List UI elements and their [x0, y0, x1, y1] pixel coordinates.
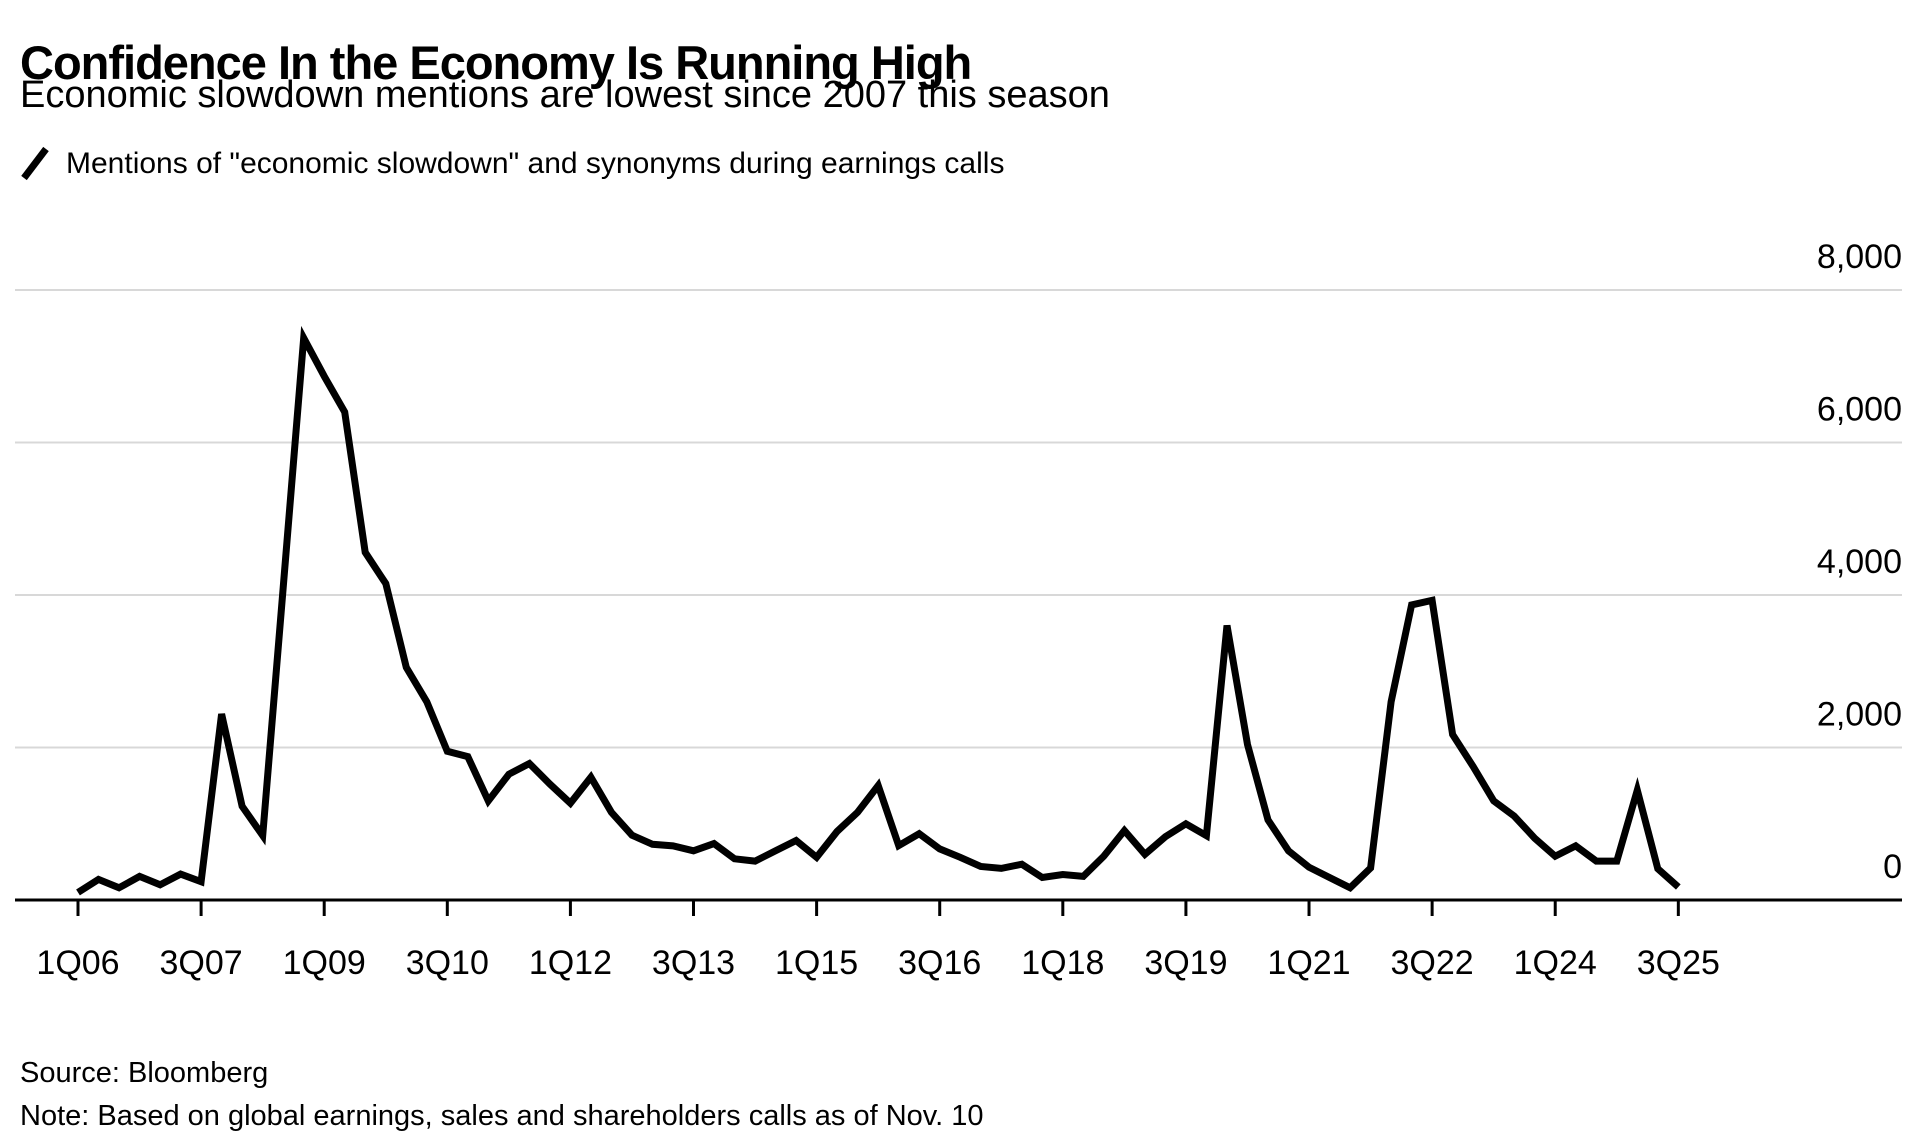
x-axis-label: 3Q22: [1391, 944, 1474, 982]
y-axis-label: 2,000: [1817, 696, 1902, 734]
legend-series-label: Mentions of "economic slowdown" and syno…: [66, 147, 1005, 180]
x-axis-label: 3Q07: [160, 944, 243, 982]
x-axis-label: 3Q10: [406, 944, 489, 982]
legend: Mentions of "economic slowdown" and syno…: [20, 146, 1004, 182]
x-axis-label: 1Q24: [1514, 944, 1597, 982]
line-series: [76, 325, 1681, 896]
x-axis-label: 1Q12: [529, 944, 612, 982]
x-axis-label: 3Q13: [652, 944, 735, 982]
y-axis-label: 4,000: [1817, 543, 1902, 581]
y-axis-label: 0: [1883, 848, 1902, 886]
y-axis-label: 6,000: [1817, 391, 1902, 429]
x-axis-label: 1Q06: [36, 944, 119, 982]
chart-footer: Source: Bloomberg Note: Based on global …: [20, 1052, 984, 1138]
x-axis-label: 1Q09: [283, 944, 366, 982]
x-axis-label: 1Q15: [775, 944, 858, 982]
source-text: Source: Bloomberg: [20, 1057, 269, 1089]
x-axis-label: 3Q16: [898, 944, 981, 982]
x-axis-label: 3Q19: [1144, 944, 1227, 982]
slash-line-icon: [21, 146, 49, 181]
x-axis-label: 1Q21: [1267, 944, 1350, 982]
y-axis-label: 8,000: [1817, 238, 1902, 276]
page-title: Confidence In the Economy Is Running Hig…: [20, 36, 972, 90]
x-axis-label: 1Q18: [1021, 944, 1104, 982]
x-axis-label: 3Q25: [1637, 944, 1720, 982]
chart-subtitle: Economic slowdown mentions are lowest si…: [20, 74, 1110, 116]
note-text: Note: Based on global earnings, sales an…: [20, 1100, 984, 1132]
